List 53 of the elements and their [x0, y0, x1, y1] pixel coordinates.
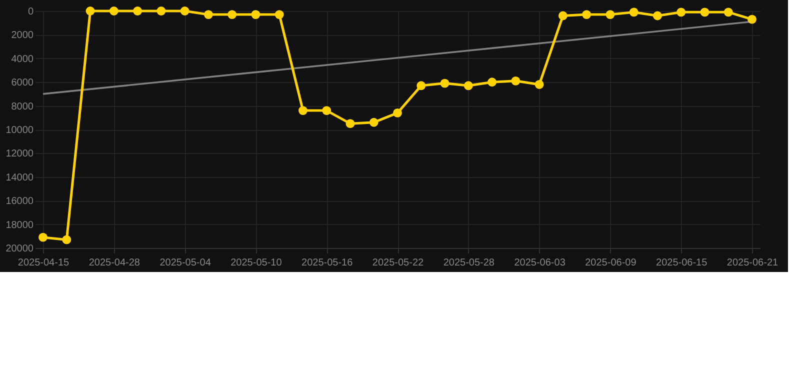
y-tick-label: 10000 [6, 125, 34, 136]
x-tick-label: 2025-06-21 [726, 258, 779, 268]
point [86, 6, 95, 16]
point [38, 232, 48, 242]
point [748, 14, 756, 24]
x-tick-label: 2025-05-10 [230, 258, 282, 268]
point [676, 8, 686, 17]
point [180, 6, 190, 16]
point [629, 8, 638, 17]
x-tick-label: 2025-05-04 [160, 258, 212, 268]
point [322, 106, 332, 116]
y-tick-label: 0 [28, 6, 34, 18]
x-tick-label: 2025-06-15 [656, 258, 708, 268]
x-tick-label: 2025-06-03 [514, 258, 566, 268]
point [606, 10, 615, 20]
point [369, 118, 378, 127]
point [582, 10, 592, 20]
x-tick-label: 2025-04-15 [18, 258, 70, 268]
x-tick-label: 2025-04-28 [88, 258, 140, 268]
point [652, 11, 662, 20]
point [251, 10, 260, 20]
point [534, 80, 544, 89]
x-tick-label: 2025-06-09 [585, 258, 637, 268]
y-tick-label: 4000 [11, 54, 34, 65]
y-tick-label: 16000 [6, 196, 34, 208]
point [62, 235, 72, 244]
point [724, 8, 733, 17]
point [488, 78, 497, 87]
point [416, 81, 426, 90]
point [133, 6, 142, 16]
point [511, 76, 520, 86]
point [440, 78, 450, 88]
point [558, 11, 568, 20]
point [274, 10, 284, 20]
x-tick-label: 2025-05-22 [372, 258, 424, 268]
point [109, 6, 118, 16]
point [204, 10, 213, 20]
y-tick-label: 8000 [11, 101, 34, 112]
point [156, 6, 166, 16]
y-tick-label: 12000 [6, 148, 34, 160]
point [700, 8, 710, 17]
y-tick-label: 18000 [6, 220, 34, 231]
y-tick-label: 2000 [11, 30, 34, 42]
point [464, 81, 473, 90]
x-tick-label: 2025-05-28 [443, 258, 495, 268]
point [298, 106, 308, 116]
point [228, 10, 237, 20]
y-tick-label: 20000 [6, 244, 34, 254]
y-tick-label: 6000 [11, 78, 34, 89]
y-tick-label: 14000 [6, 172, 34, 184]
x-tick-label: 2025-05-16 [302, 258, 354, 268]
point [346, 119, 355, 128]
point [393, 108, 402, 118]
